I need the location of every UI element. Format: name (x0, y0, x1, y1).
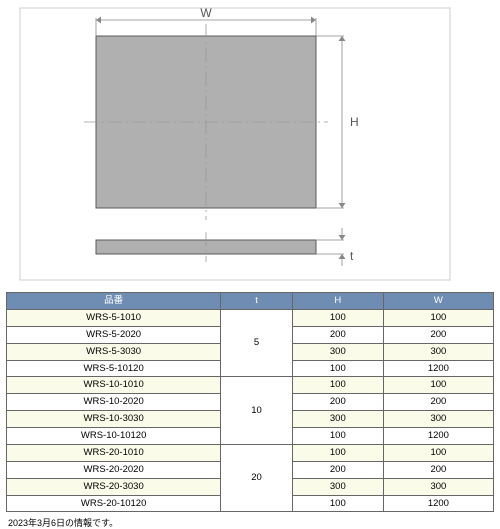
svg-text:W: W (200, 6, 212, 20)
col-header: 品番 (7, 293, 221, 310)
cell-h: 300 (292, 411, 383, 428)
cell-w: 300 (383, 411, 493, 428)
cell-w: 100 (383, 309, 493, 326)
table-row: WRS-5-10105100100 (7, 309, 494, 326)
cell-part-number: WRS-20-2020 (7, 461, 221, 478)
cell-part-number: WRS-10-3030 (7, 411, 221, 428)
table-row: WRS-10-101010100100 (7, 377, 494, 394)
cell-w: 300 (383, 478, 493, 495)
cell-w: 300 (383, 343, 493, 360)
cell-part-number: WRS-5-1010 (7, 309, 221, 326)
cell-w: 200 (383, 394, 493, 411)
cell-part-number: WRS-20-1010 (7, 444, 221, 461)
cell-w: 200 (383, 326, 493, 343)
spec-table: 品番tHWWRS-5-10105100100WRS-5-2020200200WR… (6, 292, 494, 512)
cell-w: 200 (383, 461, 493, 478)
cell-part-number: WRS-10-10120 (7, 428, 221, 445)
footer-note: 2023年3月6日の情報です。 (0, 512, 500, 529)
table-row: WRS-20-101020100100 (7, 444, 494, 461)
cell-h: 200 (292, 326, 383, 343)
cell-part-number: WRS-10-1010 (7, 377, 221, 394)
cell-part-number: WRS-5-2020 (7, 326, 221, 343)
cell-h: 100 (292, 360, 383, 377)
col-header: t (221, 293, 293, 310)
cell-h: 100 (292, 444, 383, 461)
cell-w: 1200 (383, 495, 493, 512)
cell-part-number: WRS-20-10120 (7, 495, 221, 512)
svg-text:t: t (350, 249, 354, 263)
cell-h: 300 (292, 343, 383, 360)
cell-w: 1200 (383, 360, 493, 377)
spec-table-container: 品番tHWWRS-5-10105100100WRS-5-2020200200WR… (0, 290, 500, 512)
cell-part-number: WRS-5-3030 (7, 343, 221, 360)
cell-h: 300 (292, 478, 383, 495)
cell-w: 1200 (383, 428, 493, 445)
cell-part-number: WRS-20-3030 (7, 478, 221, 495)
cell-w: 100 (383, 377, 493, 394)
cell-h: 100 (292, 428, 383, 445)
svg-text:H: H (350, 115, 359, 129)
cell-h: 200 (292, 394, 383, 411)
cell-h: 200 (292, 461, 383, 478)
cell-h: 100 (292, 309, 383, 326)
cell-part-number: WRS-10-2020 (7, 394, 221, 411)
technical-diagram: W Ht (0, 0, 500, 290)
col-header: W (383, 293, 493, 310)
cell-h: 100 (292, 377, 383, 394)
col-header: H (292, 293, 383, 310)
cell-t: 5 (221, 309, 293, 377)
cell-w: 100 (383, 444, 493, 461)
cell-h: 100 (292, 495, 383, 512)
cell-t: 20 (221, 444, 293, 512)
cell-part-number: WRS-5-10120 (7, 360, 221, 377)
cell-t: 10 (221, 377, 293, 445)
